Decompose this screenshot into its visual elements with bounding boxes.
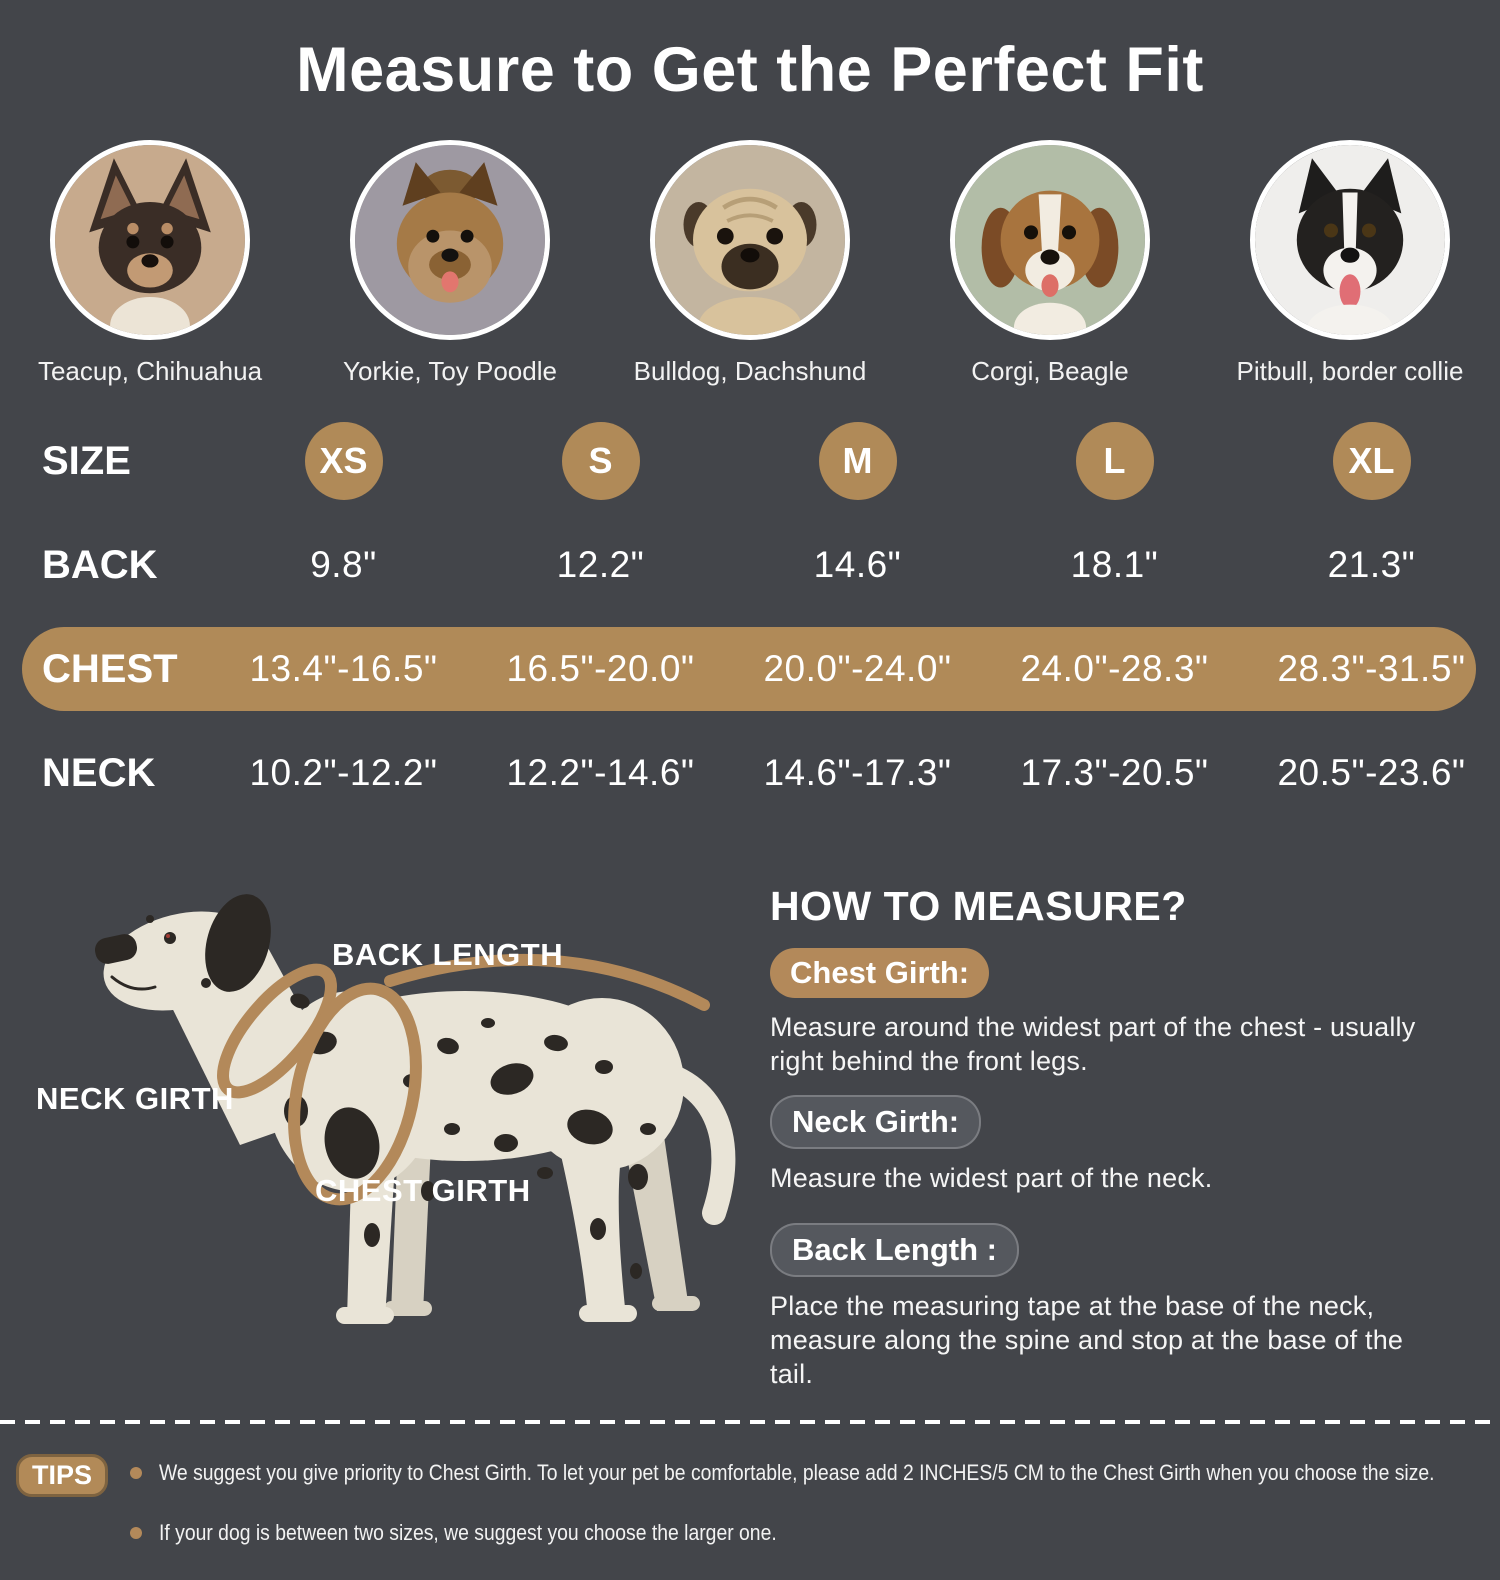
row-label-chest: CHEST xyxy=(42,646,178,691)
bullet-dot-icon xyxy=(130,1466,143,1479)
neck-row: NECK 10.2"-12.2" 12.2"-14.6" 14.6"-17.3"… xyxy=(0,721,1500,825)
table-cell: 28.3"-31.5" xyxy=(1277,648,1466,689)
breed-cell: Teacup, Chihuahua xyxy=(0,140,300,387)
breed-caption: Bulldog, Dachshund xyxy=(633,356,867,386)
neck-girth-pill: Neck Girth: xyxy=(770,1094,982,1149)
breed-caption: Pitbull, border collie xyxy=(1236,356,1464,386)
chihuahua-icon xyxy=(55,145,245,335)
table-cell: 20.5"-23.6" xyxy=(1277,752,1466,793)
neck-girth-text: Measure the widest part of the neck. xyxy=(770,1162,1213,1193)
measuring-bands xyxy=(217,953,710,1206)
chest-girth-band xyxy=(288,982,422,1206)
table-cell: 13.4"-16.5" xyxy=(249,648,438,689)
dashed-divider xyxy=(0,1419,1500,1424)
table-cell: 16.5"-20.0" xyxy=(506,648,695,689)
table-cell: 17.3"-20.5" xyxy=(1020,752,1209,793)
page-title: Measure to Get the Perfect Fit xyxy=(296,35,1204,105)
table-cell: 14.6"-17.3" xyxy=(763,752,952,793)
chihuahua-photo xyxy=(50,140,250,340)
breed-cell: Corgi, Beagle xyxy=(900,140,1200,387)
breed-cell: Bulldog, Dachshund xyxy=(600,140,900,387)
table-cell: 18.1" xyxy=(1070,544,1159,585)
size-badge-xs: XS xyxy=(304,422,383,500)
tips-section: TIPS We suggest you give priority to Che… xyxy=(0,1453,1500,1580)
size-badge-m: M xyxy=(818,422,897,500)
yorkie-icon xyxy=(355,145,545,335)
tip-text: If your dog is between two sizes, we sug… xyxy=(159,1519,777,1545)
tip-item: If your dog is between two sizes, we sug… xyxy=(130,1520,1500,1546)
table-cell: 20.0"-24.0" xyxy=(763,648,952,689)
tip-item: We suggest you give priority to Chest Gi… xyxy=(130,1460,1500,1486)
back-row: BACK 9.8" 12.2" 14.6" 18.1" 21.3" xyxy=(0,513,1500,617)
border-collie-icon xyxy=(1255,145,1445,335)
how-to-measure-heading: HOW TO MEASURE? xyxy=(770,883,1187,929)
size-table: SIZE XS S M L XL BACK 9.8" 12.2" 14.6" 1… xyxy=(0,409,1500,825)
dalmatian-illustration xyxy=(94,894,736,1324)
back-length-label: BACK LENGTH xyxy=(332,937,564,972)
chest-girth-text: Measure around the widest part of the ch… xyxy=(770,1012,1416,1076)
breed-photo-row: Teacup, Chihuahua Yorkie, Toy Poodle xyxy=(0,140,1500,387)
table-cell: 12.2"-14.6" xyxy=(506,752,695,793)
yorkie-photo xyxy=(350,140,550,340)
size-badge-l: L xyxy=(1075,422,1154,500)
chest-row-highlighted: CHEST 13.4"-16.5" 16.5"-20.0" 20.0"-24.0… xyxy=(0,617,1500,721)
table-cell: 24.0"-28.3" xyxy=(1020,648,1209,689)
size-badge-xl: XL xyxy=(1332,422,1411,500)
breed-caption: Corgi, Beagle xyxy=(971,356,1129,386)
how-to-measure-section: HOW TO MEASURE? Chest Girth: Measure aro… xyxy=(770,881,1500,1392)
breed-caption: Yorkie, Toy Poodle xyxy=(343,356,557,386)
row-label-size: SIZE xyxy=(42,438,131,483)
table-cell: 21.3" xyxy=(1327,544,1416,585)
table-cell: 9.8" xyxy=(310,544,377,585)
breed-cell: Yorkie, Toy Poodle xyxy=(300,140,600,387)
breed-cell: Pitbull, border collie xyxy=(1200,140,1500,387)
beagle-icon xyxy=(955,145,1145,335)
back-length-band xyxy=(384,953,710,1011)
back-length-pill: Back Length : xyxy=(770,1223,1019,1278)
table-cell: 14.6" xyxy=(813,544,902,585)
pug-icon xyxy=(655,145,845,335)
chest-girth-pill: Chest Girth: xyxy=(770,948,990,998)
table-cell: 10.2"-12.2" xyxy=(249,752,438,793)
row-label-neck: NECK xyxy=(42,750,156,795)
bullet-dot-icon xyxy=(130,1526,143,1539)
neck-girth-band xyxy=(217,963,337,1099)
border-collie-photo xyxy=(1250,140,1450,340)
chest-girth-label: CHEST GIRTH xyxy=(315,1173,531,1208)
pug-photo xyxy=(650,140,850,340)
size-row: SIZE XS S M L XL xyxy=(0,409,1500,513)
size-badge-s: S xyxy=(561,422,640,500)
table-cell: 12.2" xyxy=(556,544,645,585)
tips-badge: TIPS xyxy=(16,1453,109,1497)
back-length-text: Place the measuring tape at the base of … xyxy=(770,1291,1404,1389)
neck-girth-label: NECK GIRTH xyxy=(36,1081,234,1116)
tip-text: We suggest you give priority to Chest Gi… xyxy=(159,1459,1435,1485)
beagle-photo xyxy=(950,140,1150,340)
measurement-diagram: BACK LENGTH NECK GIRTH CHEST GIRTH xyxy=(0,881,770,1351)
row-label-back: BACK xyxy=(42,542,158,587)
breed-caption: Teacup, Chihuahua xyxy=(37,356,263,386)
